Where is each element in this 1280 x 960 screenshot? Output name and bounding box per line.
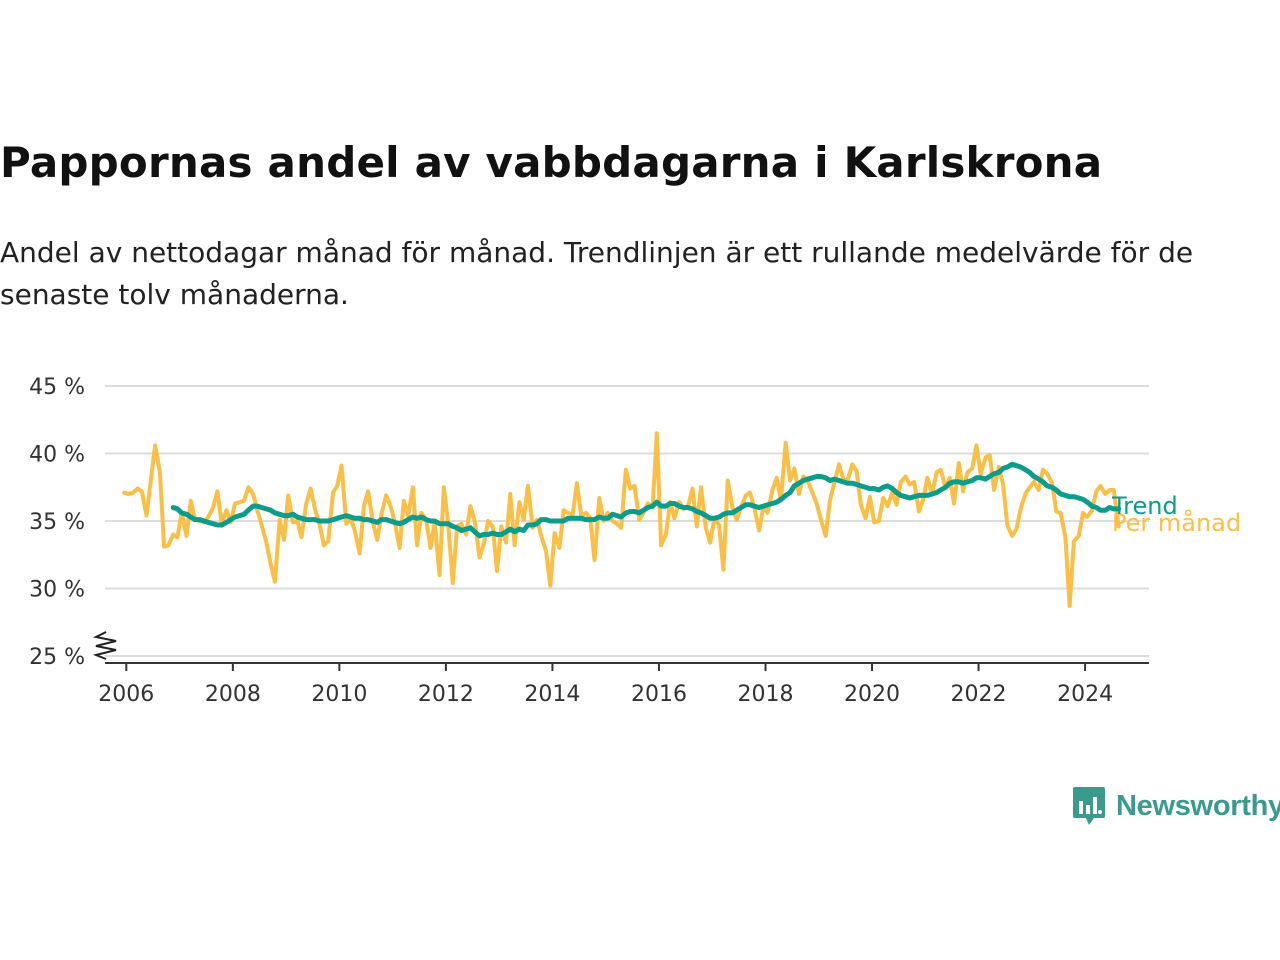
x-tick-label-2012: 2012	[418, 682, 474, 707]
x-axis: 2006 2008 2010 2012 2014 2016 2018 2020 2022 2024	[98, 662, 1149, 707]
y-axis-ticks: 25 % 30 % 35 % 40 % 45 %	[29, 375, 117, 670]
chart-title: Pappornas andel av vabbdagarna i Karlskr…	[0, 138, 1103, 187]
series-line-per-manad	[122, 431, 1121, 608]
y-tick-label-45: 45 %	[29, 375, 85, 400]
series-lines	[122, 431, 1122, 608]
x-tick-label-2020: 2020	[844, 682, 900, 707]
x-tick-label-2014: 2014	[524, 682, 580, 707]
x-tick-label-2006: 2006	[98, 682, 154, 707]
newsworthy-logo: Newsworthy	[1072, 784, 1280, 828]
chart-subtitle: Andel av nettodagar månad för månad. Tre…	[0, 236, 1194, 311]
x-tick-label-2022: 2022	[951, 682, 1007, 707]
series-label-per-manad: Per månad	[1112, 508, 1241, 537]
x-tick-label-2016: 2016	[631, 682, 687, 707]
y-tick-label-35: 35 %	[29, 510, 85, 535]
newsworthy-logo-text: Newsworthy	[1116, 789, 1280, 822]
y-tick-label-40: 40 %	[29, 443, 85, 468]
x-tick-label-2024: 2024	[1057, 682, 1113, 707]
newsworthy-logo-icon	[1073, 787, 1105, 825]
y-tick-label-25: 25 %	[29, 645, 85, 670]
y-tick-label-30: 30 %	[29, 578, 85, 603]
x-tick-label-2010: 2010	[311, 682, 367, 707]
series-line-trend	[170, 461, 1122, 539]
axis-break-icon	[92, 631, 117, 660]
x-tick-label-2018: 2018	[737, 682, 793, 707]
x-tick-label-2008: 2008	[205, 682, 261, 707]
series-label-trend: Trend	[1111, 492, 1178, 520]
